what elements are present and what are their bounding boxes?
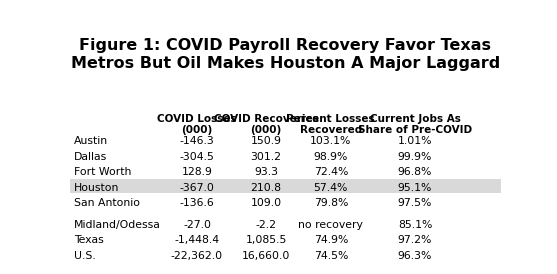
Text: (000): (000) [182,125,213,135]
Text: -136.6: -136.6 [179,198,214,208]
Text: 96.3%: 96.3% [398,250,432,261]
Text: -27.0: -27.0 [183,220,211,230]
Text: Houston: Houston [74,182,119,193]
Text: Texas: Texas [74,235,104,245]
Text: 57.4%: 57.4% [314,182,348,193]
Text: Midland/Odessa: Midland/Odessa [74,220,161,230]
Text: 74.9%: 74.9% [314,235,348,245]
Text: U.S.: U.S. [74,250,96,261]
Text: 301.2: 301.2 [251,152,281,162]
Text: 16,660.0: 16,660.0 [242,250,290,261]
Text: Figure 1: COVID Payroll Recovery Favor Texas
Metros But Oil Makes Houston A Majo: Figure 1: COVID Payroll Recovery Favor T… [71,38,500,71]
Text: 97.5%: 97.5% [398,198,432,208]
Text: Fort Worth: Fort Worth [74,167,131,177]
Text: 97.2%: 97.2% [398,235,432,245]
Text: 99.9%: 99.9% [398,152,432,162]
Text: Percent Losses: Percent Losses [286,114,375,124]
Text: no recovery: no recovery [299,220,363,230]
Text: 98.9%: 98.9% [314,152,348,162]
Text: 1,085.5: 1,085.5 [245,235,287,245]
Text: Current Jobs As: Current Jobs As [369,114,461,124]
Text: Dallas: Dallas [74,152,107,162]
Text: 210.8: 210.8 [251,182,281,193]
Text: 109.0: 109.0 [251,198,282,208]
Text: -304.5: -304.5 [179,152,214,162]
Text: San Antonio: San Antonio [74,198,140,208]
Text: 93.3: 93.3 [254,167,278,177]
Text: 85.1%: 85.1% [398,220,432,230]
Text: Share of Pre-COVID: Share of Pre-COVID [358,125,472,135]
Text: -367.0: -367.0 [179,182,214,193]
Text: 128.9: 128.9 [182,167,212,177]
Text: 79.8%: 79.8% [314,198,348,208]
Text: 74.5%: 74.5% [314,250,348,261]
Text: COVID Recoveries: COVID Recoveries [214,114,319,124]
Text: 103.1%: 103.1% [310,136,351,146]
Text: 150.9: 150.9 [251,136,281,146]
Bar [70,179,501,193]
Text: 96.8%: 96.8% [398,167,432,177]
Text: 1.01%: 1.01% [398,136,432,146]
Text: -146.3: -146.3 [179,136,214,146]
Text: Austin: Austin [74,136,108,146]
Text: 72.4%: 72.4% [314,167,348,177]
Text: -1,448.4: -1,448.4 [174,235,219,245]
Text: 95.1%: 95.1% [398,182,432,193]
Text: -22,362.0: -22,362.0 [171,250,223,261]
Text: Recovered: Recovered [300,125,362,135]
Text: -2.2: -2.2 [256,220,276,230]
Text: (000): (000) [251,125,282,135]
Text: COVID Losses: COVID Losses [157,114,237,124]
